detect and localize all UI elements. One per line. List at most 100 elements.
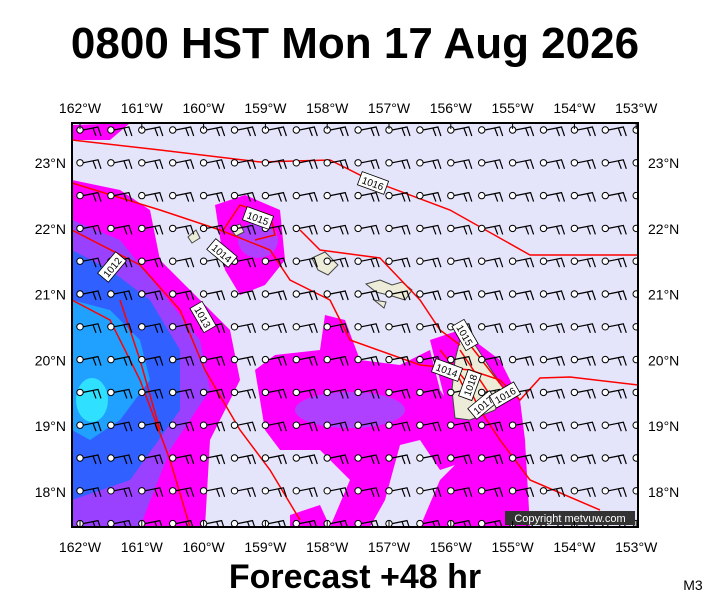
barb-station bbox=[632, 388, 638, 397]
lat-label: 22°N bbox=[35, 221, 66, 237]
barb-station bbox=[447, 355, 455, 364]
wind-barb bbox=[391, 159, 411, 170]
wind-barb bbox=[144, 421, 164, 432]
barb-station bbox=[601, 355, 609, 364]
wind-barb bbox=[484, 257, 504, 268]
wind-barb bbox=[113, 454, 133, 465]
barb-station bbox=[416, 257, 424, 265]
lon-label: 158°W bbox=[306, 539, 349, 555]
barb-station bbox=[447, 421, 455, 429]
barb-station bbox=[416, 487, 424, 495]
wind-barb bbox=[206, 421, 226, 432]
wind-barb bbox=[144, 191, 164, 202]
barb-station bbox=[230, 355, 239, 364]
barb-station bbox=[76, 290, 84, 298]
barb-station bbox=[261, 421, 270, 429]
lon-label: 155°W bbox=[492, 539, 535, 555]
label-box bbox=[241, 206, 275, 230]
wind-barb bbox=[82, 454, 102, 465]
barb-station bbox=[169, 388, 177, 397]
wind-barb bbox=[268, 290, 287, 301]
wind-barb bbox=[268, 159, 287, 170]
barb-station bbox=[508, 224, 517, 233]
wind-barb bbox=[360, 323, 380, 334]
barb-station bbox=[354, 290, 362, 298]
barb-station bbox=[416, 454, 424, 462]
lon-label: 159°W bbox=[244, 539, 287, 555]
barb-station bbox=[138, 388, 146, 397]
barb-station bbox=[416, 323, 424, 331]
wind-barb bbox=[237, 159, 257, 170]
barb-station bbox=[601, 191, 609, 200]
barb-station bbox=[570, 355, 579, 364]
barb-station bbox=[261, 290, 270, 298]
wind-barb bbox=[639, 455, 657, 464]
lon-label: 160°W bbox=[183, 100, 226, 116]
wind-barb bbox=[360, 487, 380, 498]
barb-station bbox=[601, 290, 609, 298]
wind-barb bbox=[82, 487, 102, 498]
lon-label: 157°W bbox=[368, 100, 411, 116]
barb-station bbox=[169, 191, 177, 200]
wind-barb bbox=[577, 323, 596, 334]
wind-barb bbox=[299, 126, 318, 137]
wind-barb bbox=[299, 224, 318, 235]
wind-barb bbox=[268, 421, 287, 432]
wind-barb bbox=[608, 454, 627, 465]
barb-station bbox=[292, 323, 300, 331]
barb-station bbox=[261, 257, 270, 265]
map-title: 0800 HST Mon 17 Aug 2026 bbox=[71, 19, 639, 68]
wind-barb bbox=[175, 224, 195, 235]
lat-label: 21°N bbox=[35, 287, 66, 303]
barb-station bbox=[354, 388, 362, 397]
barb-station bbox=[570, 487, 579, 495]
wind-barb bbox=[299, 323, 318, 334]
barb-station bbox=[508, 355, 517, 364]
barb-station bbox=[508, 487, 517, 495]
wind-barb bbox=[546, 126, 566, 137]
barb-station bbox=[447, 454, 455, 462]
barb-station bbox=[478, 257, 486, 265]
wind-barb bbox=[515, 257, 535, 268]
barb-station bbox=[138, 224, 146, 233]
wind-barb bbox=[453, 224, 473, 235]
wind-barb bbox=[608, 159, 627, 170]
wind-barb bbox=[175, 257, 195, 268]
barb-station bbox=[292, 191, 300, 200]
lat-label: 18°N bbox=[35, 484, 66, 500]
barb-station bbox=[385, 454, 393, 462]
wind-barb bbox=[515, 224, 535, 235]
barb-station bbox=[632, 257, 638, 265]
wind-barb bbox=[515, 323, 535, 334]
barb-station bbox=[261, 487, 270, 495]
barb-station bbox=[416, 126, 424, 134]
wind-barb bbox=[237, 323, 257, 334]
map-area: 1016101510141012101310151014101810171016… bbox=[72, 123, 657, 527]
barb-station bbox=[601, 487, 609, 495]
wind-barb bbox=[515, 290, 535, 301]
barb-station bbox=[478, 487, 486, 495]
wind-barb bbox=[608, 355, 627, 366]
isobar-label: 1016 bbox=[488, 381, 522, 409]
wind-barb bbox=[175, 388, 195, 399]
wind-barb bbox=[391, 355, 411, 366]
wind-barb bbox=[268, 126, 287, 137]
wind-barb bbox=[237, 388, 257, 399]
barb-station bbox=[601, 454, 609, 462]
barb-station bbox=[632, 224, 638, 233]
wind-barb bbox=[422, 191, 442, 202]
wind-barb bbox=[391, 487, 411, 498]
barb-station bbox=[261, 388, 270, 397]
wind-barb bbox=[206, 126, 226, 137]
barb-station bbox=[539, 487, 548, 495]
wind-barb bbox=[422, 224, 442, 235]
label-box bbox=[97, 251, 127, 283]
wind-barb bbox=[453, 257, 473, 268]
wind-barb bbox=[206, 355, 226, 366]
barb-station bbox=[107, 421, 115, 429]
barb-station bbox=[632, 454, 638, 462]
barb-station bbox=[107, 159, 115, 167]
barb-station bbox=[261, 355, 270, 364]
wind-barb bbox=[299, 257, 318, 268]
